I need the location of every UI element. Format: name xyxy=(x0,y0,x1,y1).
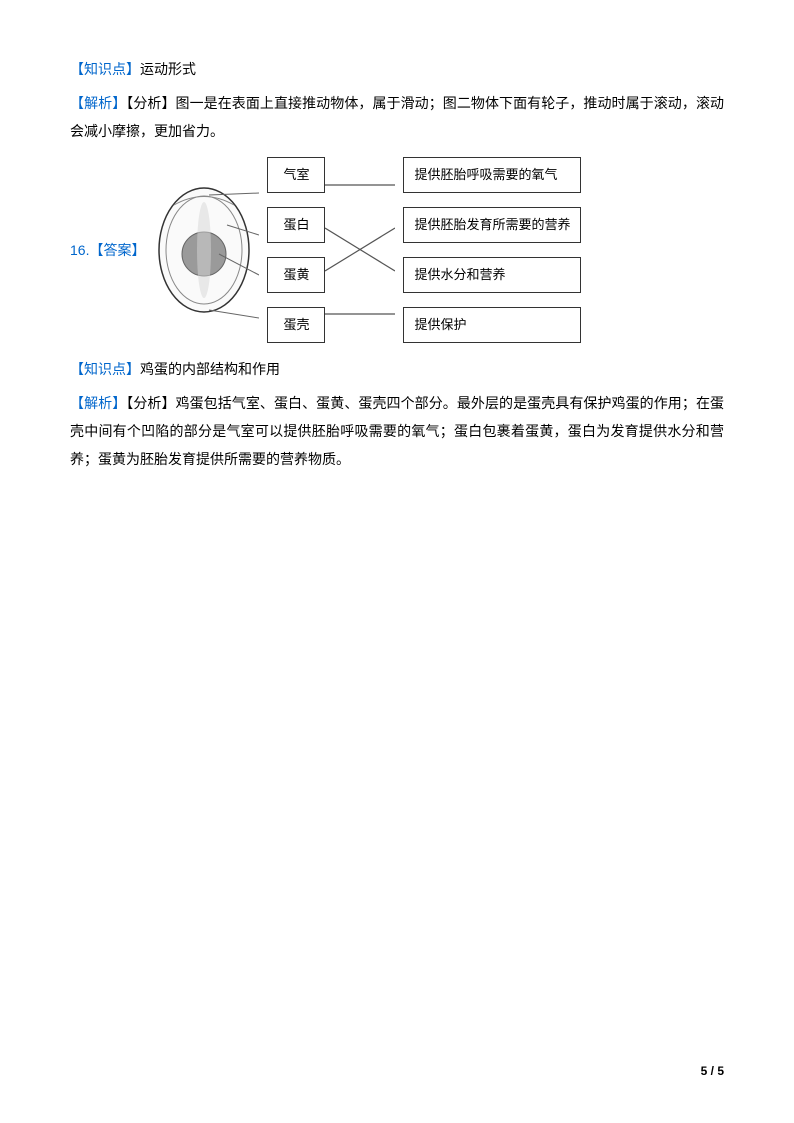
page-footer: 5 / 5 xyxy=(701,1059,724,1083)
q-number: 16.【答案】 xyxy=(70,236,145,264)
part-box: 蛋黄 xyxy=(267,257,325,293)
egg-icon xyxy=(149,170,259,330)
analysis-sub: 【分析】 xyxy=(126,95,175,111)
analysis-1: 【解析】【分析】图一是在表面上直接推动物体，属于滑动；图二物体下面有轮子，推动时… xyxy=(70,89,724,145)
analysis-label: 【解析】 xyxy=(70,95,126,111)
analysis-sub: 【分析】 xyxy=(126,395,175,411)
question-16: 16.【答案】 气室 蛋白 蛋黄 蛋壳 xyxy=(70,157,724,343)
func-box: 提供保护 xyxy=(403,307,581,343)
kp-label: 【知识点】 xyxy=(70,361,140,377)
func-box: 提供胚胎呼吸需要的氧气 xyxy=(403,157,581,193)
page-content: 【知识点】运动形式 【解析】【分析】图一是在表面上直接推动物体，属于滑动；图二物… xyxy=(70,55,724,473)
analysis-2: 【解析】【分析】鸡蛋包括气室、蛋白、蛋黄、蛋壳四个部分。最外层的是蛋壳具有保护鸡… xyxy=(70,389,724,473)
func-box: 提供胚胎发育所需要的营养 xyxy=(403,207,581,243)
knowledge-point-2: 【知识点】鸡蛋的内部结构和作用 xyxy=(70,355,724,383)
kp-label: 【知识点】 xyxy=(70,61,140,77)
part-labels: 气室 蛋白 蛋黄 蛋壳 xyxy=(267,157,325,343)
page-sep: / xyxy=(707,1064,717,1078)
part-box: 蛋壳 xyxy=(267,307,325,343)
analysis-label: 【解析】 xyxy=(70,395,126,411)
part-box: 蛋白 xyxy=(267,207,325,243)
knowledge-point-1: 【知识点】运动形式 xyxy=(70,55,724,83)
page-total: 5 xyxy=(717,1064,724,1078)
func-box: 提供水分和营养 xyxy=(403,257,581,293)
kp-text: 运动形式 xyxy=(140,61,196,77)
part-box: 气室 xyxy=(267,157,325,193)
egg-diagram: 气室 蛋白 蛋黄 蛋壳 提供胚胎呼吸需要的氧气 提供胚胎发育所需要的营养 提供水… xyxy=(149,157,581,343)
function-labels: 提供胚胎呼吸需要的氧气 提供胚胎发育所需要的营养 提供水分和营养 提供保护 xyxy=(403,157,581,343)
connection-lines xyxy=(325,165,395,335)
kp-text: 鸡蛋的内部结构和作用 xyxy=(140,361,280,377)
